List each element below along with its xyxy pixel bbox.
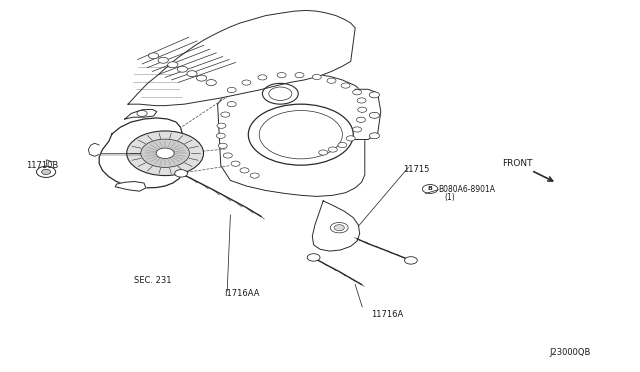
Circle shape: [404, 257, 417, 264]
Text: J23000QB: J23000QB: [549, 348, 591, 357]
Circle shape: [148, 53, 159, 59]
Circle shape: [319, 150, 328, 155]
Circle shape: [177, 66, 188, 72]
Circle shape: [206, 80, 216, 86]
Circle shape: [223, 153, 232, 158]
Circle shape: [358, 107, 367, 112]
Circle shape: [258, 75, 267, 80]
Circle shape: [330, 222, 348, 233]
Circle shape: [369, 112, 380, 118]
Polygon shape: [312, 201, 360, 251]
Circle shape: [227, 102, 236, 107]
Circle shape: [346, 136, 355, 141]
Polygon shape: [128, 10, 355, 106]
Circle shape: [353, 127, 362, 132]
Text: SEC. 231: SEC. 231: [134, 276, 172, 285]
Circle shape: [369, 92, 380, 98]
Circle shape: [137, 110, 147, 116]
Circle shape: [327, 78, 336, 83]
Circle shape: [196, 75, 207, 81]
Polygon shape: [355, 89, 381, 140]
Circle shape: [42, 169, 51, 174]
Circle shape: [231, 161, 240, 166]
Circle shape: [216, 133, 225, 138]
Circle shape: [156, 148, 174, 158]
Text: I1716AA: I1716AA: [224, 289, 259, 298]
Circle shape: [141, 139, 189, 167]
Circle shape: [217, 123, 226, 128]
Polygon shape: [125, 109, 157, 119]
Circle shape: [36, 166, 56, 177]
Circle shape: [218, 143, 227, 148]
Text: 11710B: 11710B: [26, 161, 58, 170]
Circle shape: [168, 62, 178, 68]
Circle shape: [250, 173, 259, 178]
Polygon shape: [99, 118, 182, 188]
Circle shape: [295, 73, 304, 78]
Polygon shape: [115, 182, 146, 191]
Circle shape: [277, 73, 286, 78]
Circle shape: [312, 74, 321, 80]
Text: 11715: 11715: [403, 165, 429, 174]
Polygon shape: [88, 143, 99, 156]
Circle shape: [338, 142, 347, 148]
Text: B: B: [428, 186, 433, 192]
Circle shape: [353, 90, 362, 95]
Circle shape: [240, 168, 249, 173]
Text: FRONT: FRONT: [502, 159, 533, 168]
Text: B080A6-8901A: B080A6-8901A: [438, 185, 495, 194]
Circle shape: [334, 225, 344, 231]
Circle shape: [221, 112, 230, 117]
Circle shape: [187, 71, 197, 77]
Circle shape: [357, 98, 366, 103]
Circle shape: [242, 80, 251, 85]
Text: (1): (1): [445, 193, 456, 202]
Circle shape: [158, 57, 168, 63]
Circle shape: [127, 131, 204, 176]
Circle shape: [227, 87, 236, 93]
Circle shape: [328, 147, 337, 152]
Circle shape: [341, 83, 350, 88]
Text: 11716A: 11716A: [371, 310, 403, 319]
Circle shape: [307, 254, 320, 261]
Circle shape: [356, 117, 365, 122]
Circle shape: [369, 133, 380, 139]
Circle shape: [175, 170, 188, 177]
